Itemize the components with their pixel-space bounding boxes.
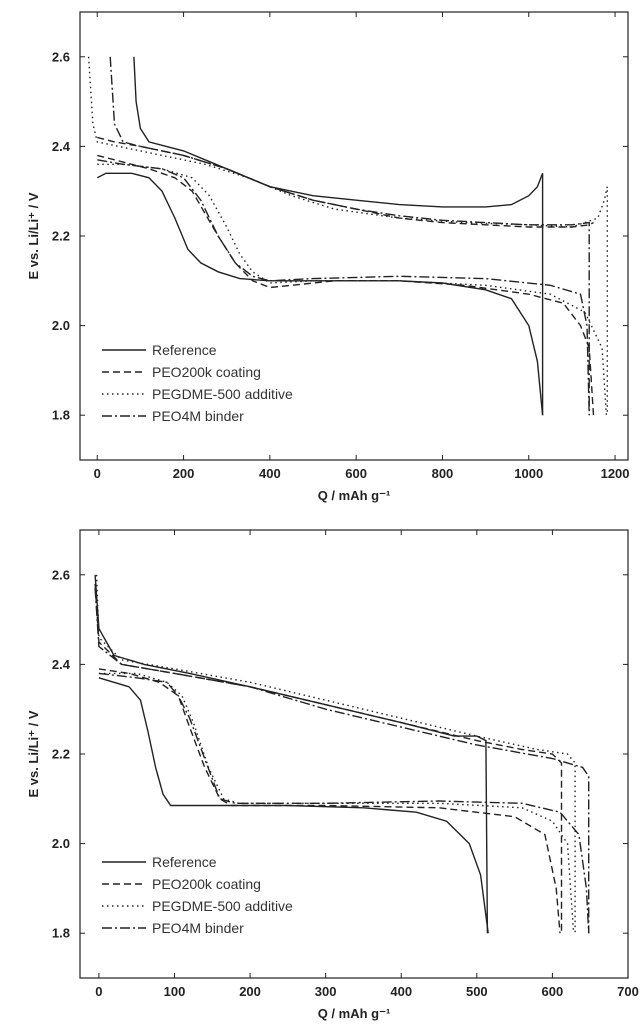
bottom-series-dashdot-curve-1 (94, 588, 590, 934)
chart-top: 0 200 400 600 800 1000 1200 1.8 2.0 2.2 2.4 2.6 Q / … (26, 11, 630, 503)
top-y-tick-label: 2.0 (52, 318, 70, 333)
bottom-y-tick-label: 2.0 (52, 836, 70, 851)
bottom-x-tick-label: 100 (164, 984, 186, 999)
bottom-legend-label-3: PEO4M binder (152, 920, 244, 936)
bottom-x-tick-label: 500 (466, 984, 488, 999)
top-series-dashdot-curve-0 (97, 159, 590, 416)
bottom-y-axis-label: E vs. Li/Li⁺ / V (26, 710, 41, 797)
top-series-solid-curve-0 (96, 172, 544, 416)
bottom-legend-label-0: Reference (152, 854, 217, 870)
top-series-dotted-curve-1 (87, 56, 608, 416)
bottom-series-dashed-curve-1 (94, 583, 563, 934)
bottom-x-tick-label: 600 (542, 984, 564, 999)
bottom-y-tick-label: 2.2 (52, 747, 70, 762)
top-series-dashed-curve-0 (97, 154, 595, 416)
bottom-y-tick-label: 2.4 (52, 657, 71, 672)
top-y-tick-label: 2.4 (52, 139, 71, 154)
bottom-series-solid-curve-0 (98, 677, 489, 934)
top-series-dotted-curve-0 (97, 163, 608, 416)
top-x-axis-label: Q / mAh g⁻¹ (318, 488, 391, 503)
bottom-legend-label-2: PEGDME-500 additive (152, 898, 293, 914)
top-x-tick-label: 800 (432, 466, 454, 481)
bottom-series-dashdot-curve-0 (98, 672, 590, 934)
top-series-dashdot-curve-1 (109, 56, 590, 416)
bottom-y-tick-label: 1.8 (52, 926, 70, 941)
bottom-series-dashed-curve-0 (98, 668, 561, 934)
bottom-x-axis-label: Q / mAh g⁻¹ (318, 1006, 391, 1021)
top-series-dashed-curve-1 (97, 136, 594, 228)
top-y-tick-label: 1.8 (52, 408, 70, 423)
top-legend-label-3: PEO4M binder (152, 408, 244, 424)
chart-bottom: 0 100 200 300 400 500 600 700 1.8 2.0 2.2 2.4 2.6 Q /… (26, 529, 639, 1021)
top-x-tick-label: 1000 (514, 466, 543, 481)
bottom-y-tick-label: 2.6 (52, 567, 70, 582)
top-x-tick-label: 0 (94, 466, 101, 481)
bottom-x-tick-label: 0 (95, 984, 102, 999)
top-legend-label-0: Reference (152, 342, 217, 358)
bottom-x-tick-label: 700 (617, 984, 639, 999)
bottom-legend-label-1: PEO200k coating (152, 876, 261, 892)
top-legend-label-2: PEGDME-500 additive (152, 386, 293, 402)
top-y-tick-label: 2.2 (52, 229, 70, 244)
top-x-tick-label: 1200 (601, 466, 630, 481)
bottom-x-tick-label: 400 (390, 984, 412, 999)
top-series-solid-curve-1 (133, 56, 544, 416)
top-x-tick-label: 200 (173, 466, 195, 481)
top-y-tick-label: 2.6 (52, 49, 70, 64)
top-y-axis-label: E vs. Li/Li⁺ / V (26, 192, 41, 279)
top-x-tick-label: 600 (345, 466, 367, 481)
top-legend-label-1: PEO200k coating (152, 364, 261, 380)
bottom-x-tick-label: 200 (239, 984, 261, 999)
top-x-tick-label: 400 (259, 466, 281, 481)
bottom-x-tick-label: 300 (315, 984, 337, 999)
